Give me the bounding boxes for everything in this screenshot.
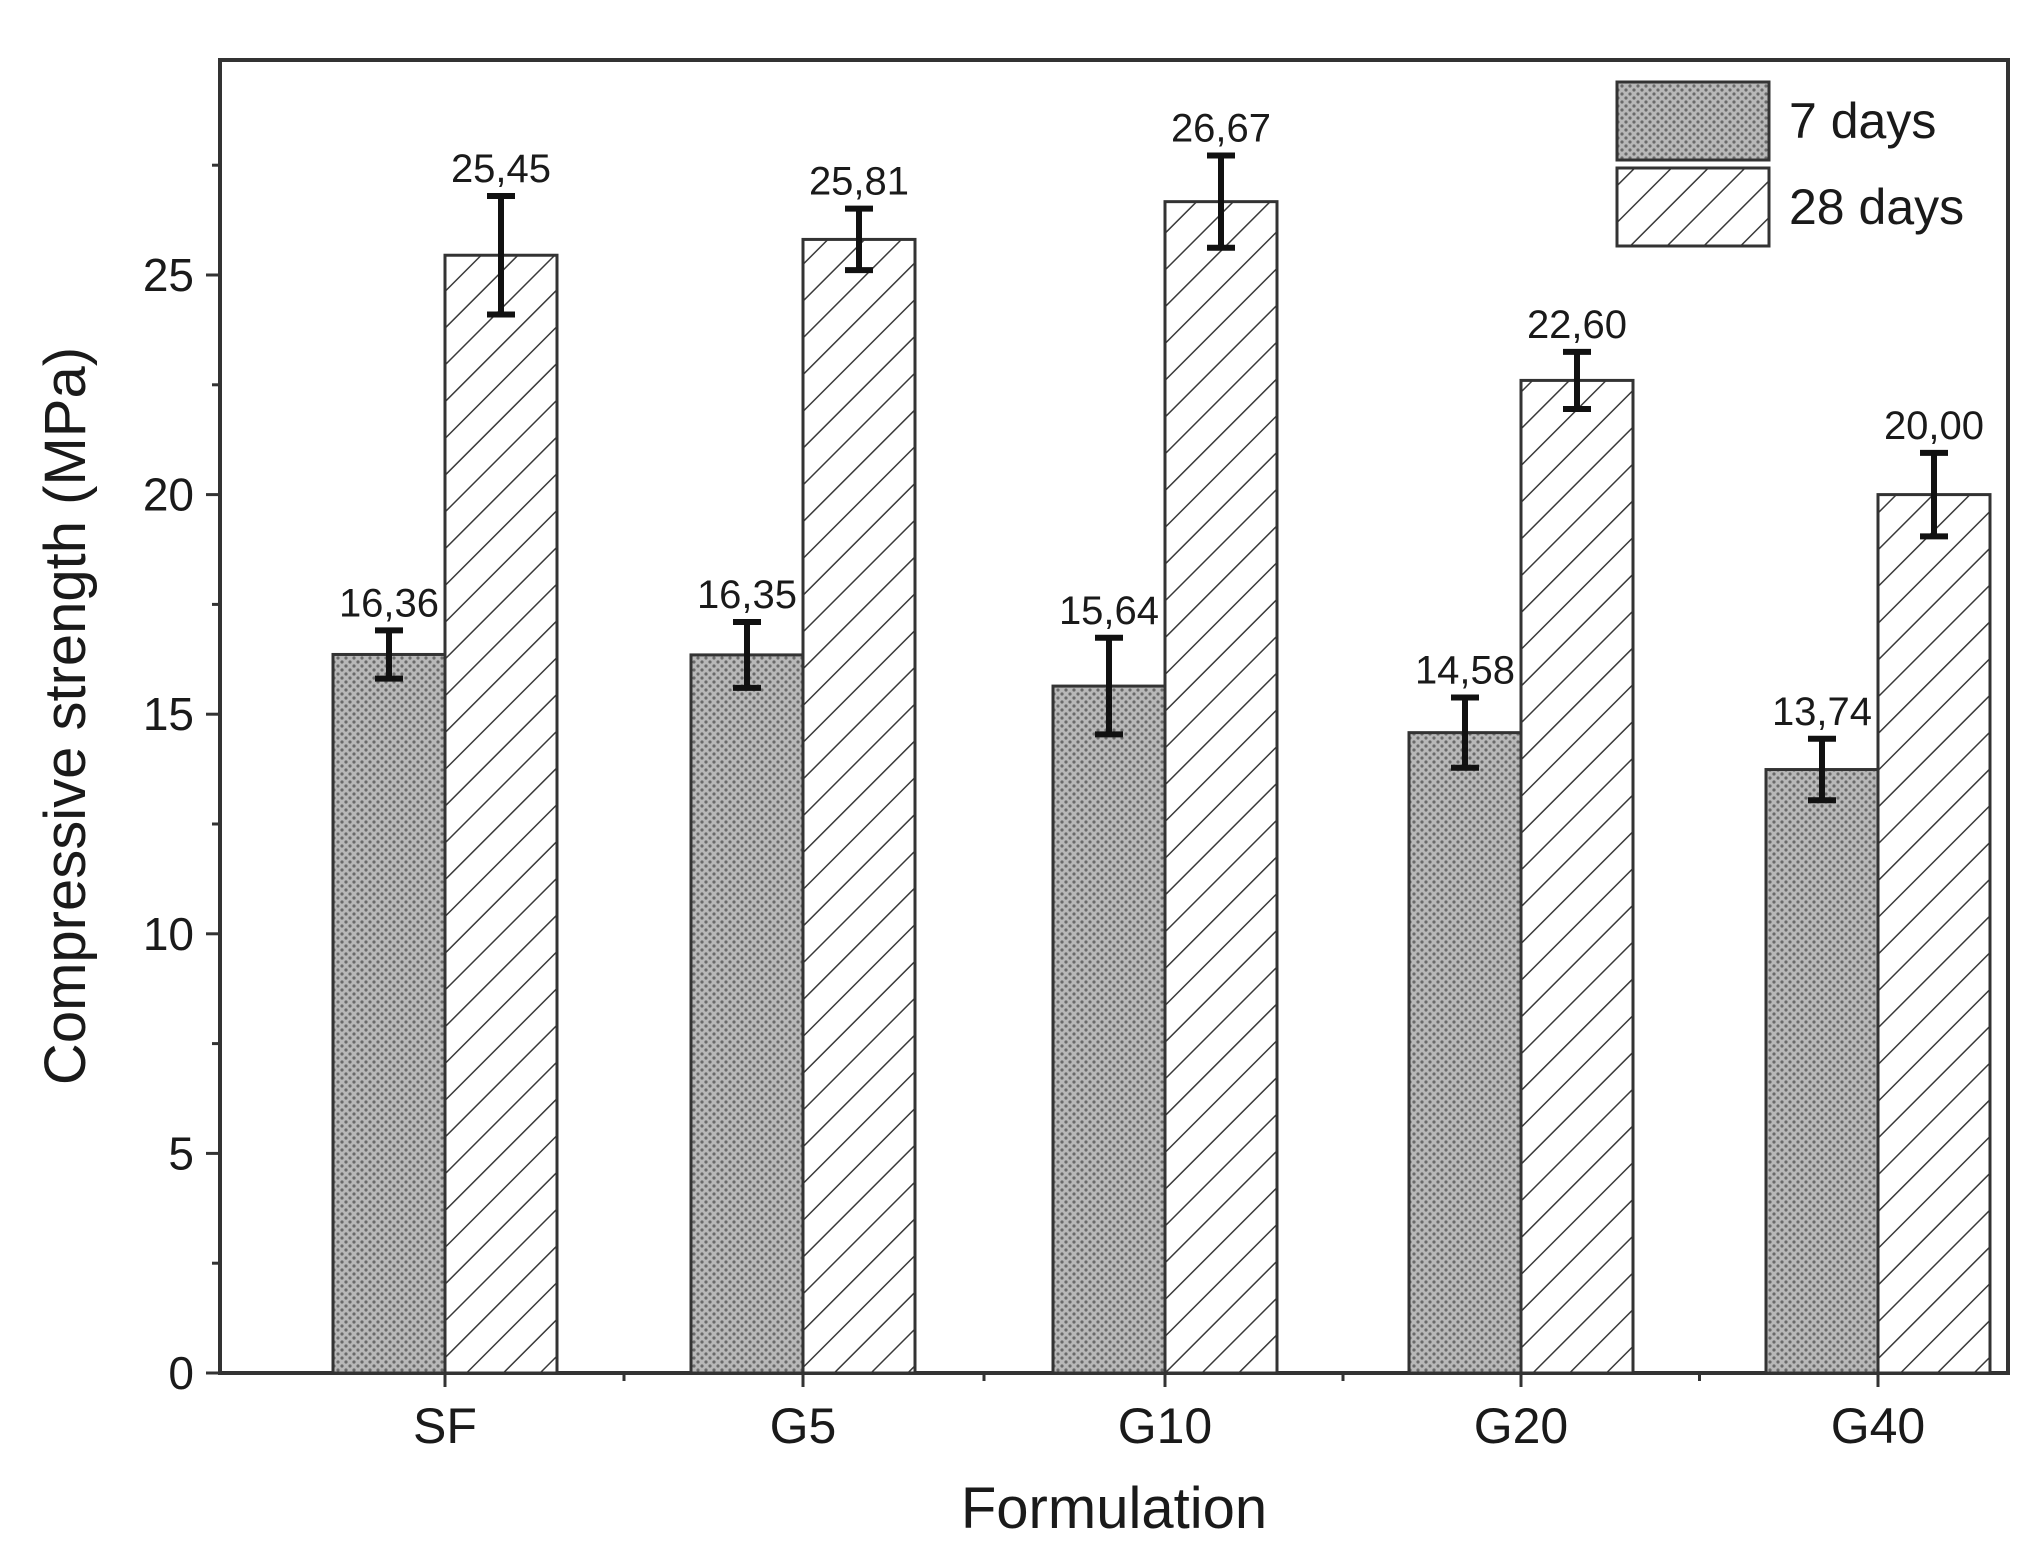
value-label-g40-28-days: 20,00 [1884,404,1984,448]
bar-sf-28-days [443,253,559,1375]
bars-layer [331,200,1992,1375]
value-label-g20-7-days: 14,58 [1415,649,1515,693]
error-bar-g40-28-days [1920,449,1948,540]
error-bar-sf-28-days [487,192,515,318]
x-tick-label: G20 [1474,1398,1569,1454]
bar-g20-28-days [1519,378,1635,1375]
bar-g10-28-days [1163,200,1279,1375]
error-bar-g40-7-days [1808,735,1836,804]
bar-g5-7-days [689,653,805,1375]
y-axis-title: Compressive strength (MPa) [33,347,98,1085]
error-bar-g20-28-days [1563,348,1591,412]
error-bar-g10-28-days [1207,152,1235,251]
value-label-g20-28-days: 22,60 [1527,303,1627,347]
legend-label-7-days: 7 days [1789,93,1936,149]
legend: 7 days 28 days [1615,80,1964,248]
y-tick-label: 20 [143,469,194,521]
y-tick-label: 25 [143,249,194,301]
value-labels-layer: 16,36 25,45 16,35 25,81 15,64 26,67 14,58 22,60… [339,107,1984,734]
value-label-g10-7-days: 15,64 [1059,589,1159,633]
x-axis-title: Formulation [961,1476,1267,1541]
bar-g10-7-days [1051,684,1167,1375]
error-bar-g10-7-days [1095,634,1123,738]
error-bar-g20-7-days [1451,694,1479,771]
x-tick-label: G40 [1831,1398,1926,1454]
x-tick-label: G5 [770,1398,837,1454]
x-tick-label: G10 [1118,1398,1213,1454]
value-label-sf-7-days: 16,36 [339,581,439,625]
y-axis: 0 5 10 15 20 25 [143,163,220,1399]
error-bar-g5-28-days [845,205,873,274]
bar-g5-28-days [801,237,917,1375]
bar-sf-7-days [331,652,447,1375]
bar-g20-7-days [1407,731,1523,1375]
value-label-g5-7-days: 16,35 [697,573,797,617]
y-tick-label: 5 [168,1127,194,1179]
legend-swatch-28-days [1615,166,1771,248]
error-bar-g5-7-days [733,618,761,691]
legend-swatch-7-days [1615,80,1771,162]
error-bars-layer [375,152,1948,804]
y-tick-label: 15 [143,688,194,740]
value-label-g10-28-days: 26,67 [1171,107,1271,151]
bar-g40-7-days [1764,768,1880,1375]
value-label-g40-7-days: 13,74 [1772,690,1872,734]
legend-label-28-days: 28 days [1789,179,1964,235]
y-tick-label: 10 [143,908,194,960]
bar-g40-28-days [1876,493,1992,1375]
value-label-sf-28-days: 25,45 [451,147,551,191]
error-bar-sf-7-days [375,627,403,682]
x-tick-label: SF [413,1398,477,1454]
value-label-g5-28-days: 25,81 [809,160,909,204]
x-axis: SF G5 G10 G20 G40 [413,1373,1925,1454]
y-tick-label: 0 [168,1347,194,1399]
